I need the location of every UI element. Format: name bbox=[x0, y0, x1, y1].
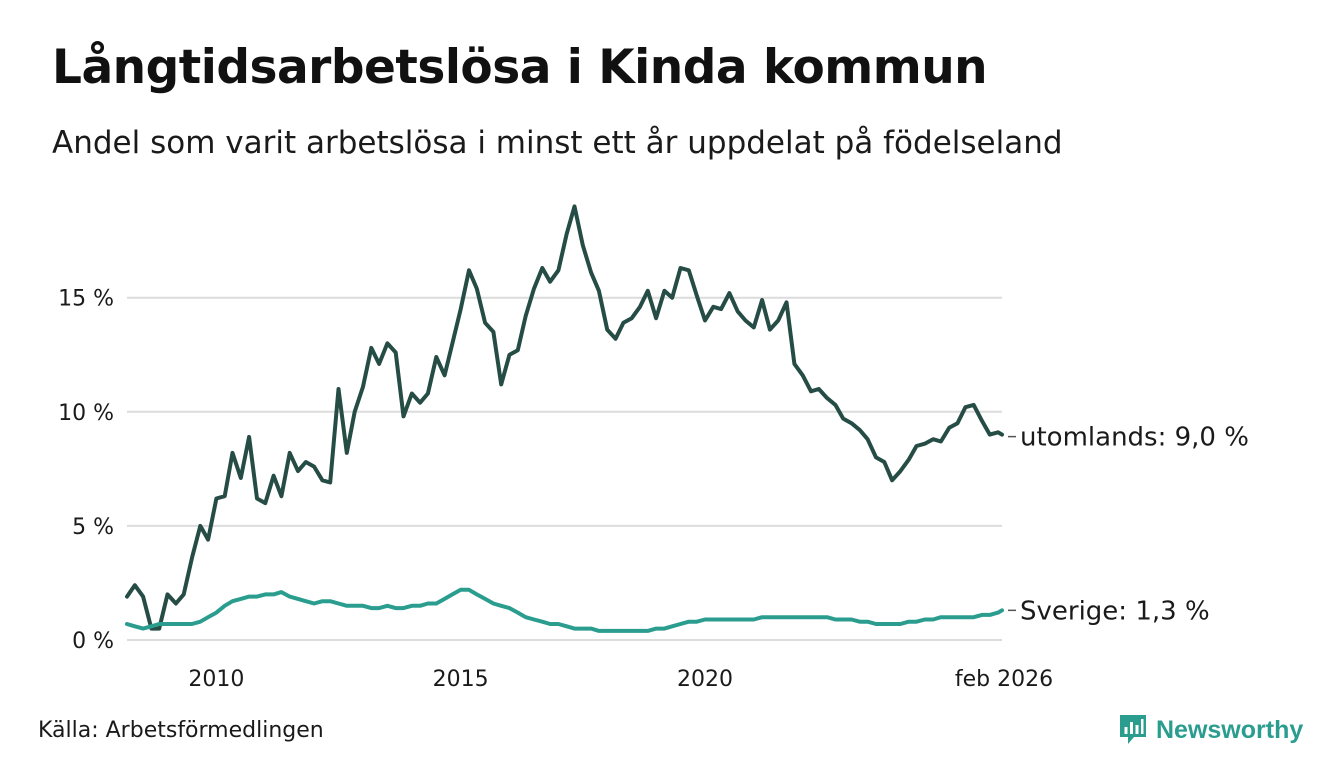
x-tick-label: 2015 bbox=[433, 667, 489, 692]
brand-name: Newsworthy bbox=[1156, 715, 1304, 744]
line-chart: 0 % 5 % 10 % 15 % 2010 2015 2020 feb 2026 utoml… bbox=[58, 204, 1249, 692]
newsworthy-logo-icon bbox=[1120, 715, 1146, 744]
series-layer bbox=[125, 204, 1004, 633]
y-tick-label: 0 % bbox=[72, 629, 114, 654]
y-tick-label: 10 % bbox=[58, 401, 114, 426]
source-note: Källa: Arbetsförmedlingen bbox=[38, 718, 324, 743]
grid-layer bbox=[127, 296, 1002, 641]
y-tick-label: 5 % bbox=[72, 515, 114, 540]
series-line-sverige bbox=[125, 587, 1004, 633]
axis-layer: 0 % 5 % 10 % 15 % 2010 2015 2020 feb 2026 bbox=[58, 287, 1053, 692]
chart-title: Långtidsarbetslösa i Kinda kommun bbox=[52, 40, 988, 95]
y-tick-label: 15 % bbox=[58, 287, 114, 312]
brand-logo[interactable]: Newsworthy bbox=[1118, 713, 1303, 747]
chart-subtitle: Andel som varit arbetslösa i minst ett å… bbox=[52, 125, 1063, 161]
x-tick-label: 2010 bbox=[188, 667, 244, 692]
series-end-label: Sverige: 1,3 % bbox=[1020, 596, 1210, 626]
label-layer: utomlands: 9,0 % Sverige: 1,3 % bbox=[1008, 423, 1249, 626]
x-tick-label: feb 2026 bbox=[955, 667, 1053, 692]
x-tick-label: 2020 bbox=[677, 667, 733, 692]
series-end-label: utomlands: 9,0 % bbox=[1020, 423, 1249, 453]
series-line-utomlands bbox=[125, 204, 1004, 631]
